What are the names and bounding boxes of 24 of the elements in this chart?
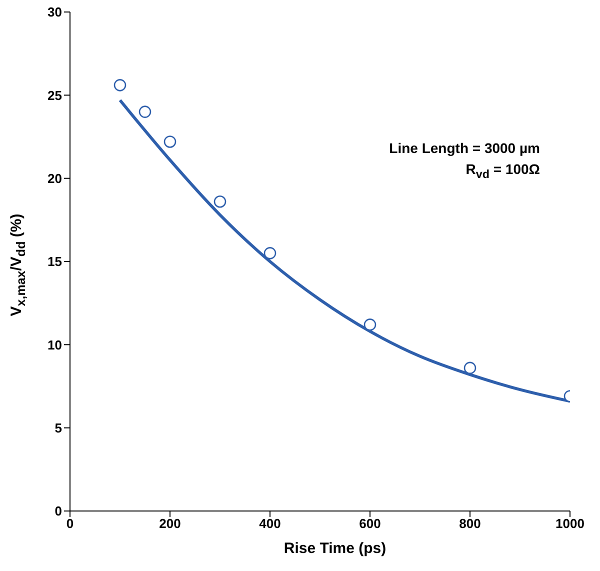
x-tick-label: 200 [159,516,181,532]
point [214,195,226,208]
y-tick-label: 10 [48,337,62,352]
x-tick-label: 600 [359,516,381,532]
x-tick-label: 0 [66,516,74,532]
point [114,79,126,92]
line-series [118,98,570,403]
y-tick-label: 5 [54,420,62,436]
x-tick-label: 400 [259,516,281,532]
y-tick-label: 0 [54,504,62,519]
annotation: R$_{vd}$ = 100Ω [464,160,540,183]
point [264,247,276,260]
x-tick-label: 800 [459,516,481,532]
y-tick-label: 20 [48,170,62,186]
x-axis-title: Rise Time (ps) [282,540,388,557]
point [138,106,152,118]
point [164,136,176,148]
y-tick-label: 15 [48,254,62,270]
y-tick-label: 25 [48,88,62,103]
y-tick-label: 30 [48,4,62,20]
point [464,362,476,374]
point [364,318,376,331]
annotation: Line Length = 3000 µm [389,139,540,158]
x-tick-label: 1000 [556,516,584,532]
